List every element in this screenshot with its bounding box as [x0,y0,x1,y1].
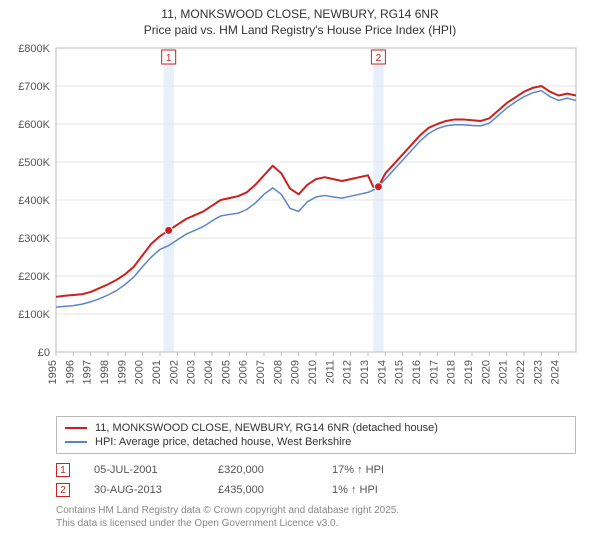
footnote-line-1: Contains HM Land Registry data © Crown c… [56,504,576,517]
svg-text:2011: 2011 [324,360,336,384]
svg-text:2022: 2022 [515,360,527,384]
svg-text:2014: 2014 [376,360,388,384]
sale-delta: 17% ↑ HPI [332,464,384,476]
svg-text:£0: £0 [38,347,50,359]
svg-text:2010: 2010 [307,360,319,384]
legend-item: 11, MONKSWOOD CLOSE, NEWBURY, RG14 6NR (… [65,421,567,435]
svg-text:1: 1 [166,53,172,64]
svg-text:£600K: £600K [18,119,50,131]
svg-text:2021: 2021 [498,360,510,384]
svg-text:2020: 2020 [480,360,492,384]
legend: 11, MONKSWOOD CLOSE, NEWBURY, RG14 6NR (… [56,416,576,454]
legend-label: 11, MONKSWOOD CLOSE, NEWBURY, RG14 6NR (… [95,422,438,434]
sale-date: 30-AUG-2013 [94,484,194,496]
legend-label: HPI: Average price, detached house, West… [95,436,351,448]
sales-table: 1 05-JUL-2001 £320,000 17% ↑ HPI 2 30-AUG-201… [56,460,576,500]
chart-title-block: 11, MONKSWOOD CLOSE, NEWBURY, RG14 6NR P… [0,0,600,40]
svg-text:2001: 2001 [151,360,163,384]
svg-text:2017: 2017 [428,360,440,384]
title-line-1: 11, MONKSWOOD CLOSE, NEWBURY, RG14 6NR [4,6,596,22]
svg-text:£800K: £800K [18,43,50,55]
sale-marker-icon: 1 [56,463,70,477]
svg-text:2: 2 [376,53,382,64]
svg-text:2007: 2007 [255,360,267,384]
svg-text:2019: 2019 [463,360,475,384]
svg-text:£100K: £100K [18,309,50,321]
legend-item: HPI: Average price, detached house, West… [65,435,567,449]
svg-text:2018: 2018 [446,360,458,384]
sale-delta: 1% ↑ HPI [332,484,378,496]
sale-date: 05-JUL-2001 [94,464,194,476]
sale-row: 2 30-AUG-2013 £435,000 1% ↑ HPI [56,480,576,500]
footnote: Contains HM Land Registry data © Crown c… [56,504,576,530]
svg-text:2013: 2013 [359,360,371,384]
svg-text:£200K: £200K [18,271,50,283]
svg-text:2000: 2000 [134,360,146,384]
svg-text:£500K: £500K [18,157,50,169]
svg-text:2008: 2008 [272,360,284,384]
svg-text:2005: 2005 [220,360,232,384]
svg-text:1995: 1995 [47,360,59,384]
svg-text:1996: 1996 [64,360,76,384]
sale-price: £435,000 [218,484,308,496]
line-chart: £0 £100K £200K £300K £400K £500K £600K £700K £80… [0,40,600,410]
svg-text:1998: 1998 [99,360,111,384]
svg-text:£400K: £400K [18,195,50,207]
svg-text:2015: 2015 [394,360,406,384]
legend-swatch [65,427,87,429]
legend-swatch [65,441,87,443]
svg-text:2002: 2002 [168,360,180,384]
svg-text:2003: 2003 [186,360,198,384]
svg-text:£300K: £300K [18,233,50,245]
title-line-2: Price paid vs. HM Land Registry's House … [4,22,596,38]
svg-text:1997: 1997 [82,360,94,384]
svg-text:2012: 2012 [342,360,354,384]
svg-text:2004: 2004 [203,360,215,384]
svg-text:2023: 2023 [532,360,544,384]
svg-text:£700K: £700K [18,81,50,93]
svg-text:2016: 2016 [411,360,423,384]
svg-text:2006: 2006 [238,360,250,384]
svg-text:1999: 1999 [116,360,128,384]
footnote-line-2: This data is licensed under the Open Gov… [56,517,576,530]
sale-marker-icon: 2 [56,483,70,497]
sale-row: 1 05-JUL-2001 £320,000 17% ↑ HPI [56,460,576,480]
svg-text:2024: 2024 [550,360,562,384]
svg-text:2009: 2009 [290,360,302,384]
sale-price: £320,000 [218,464,308,476]
